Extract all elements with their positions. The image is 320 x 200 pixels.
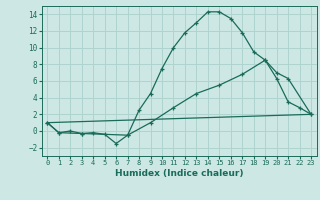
- X-axis label: Humidex (Indice chaleur): Humidex (Indice chaleur): [115, 169, 244, 178]
